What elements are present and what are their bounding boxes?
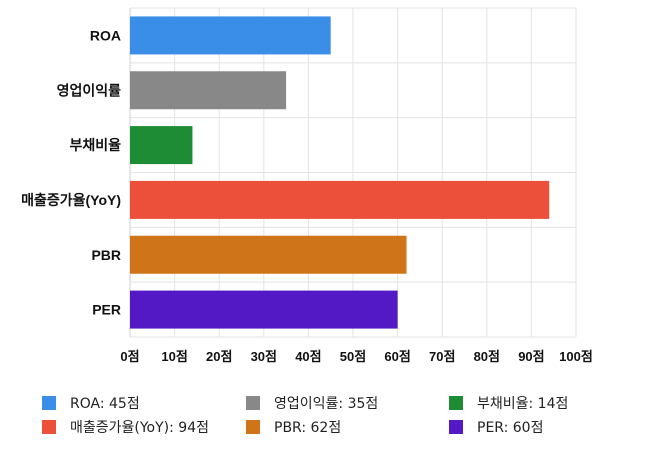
legend: ROA: 45점 영업이익률: 35점 부채비율: 14점 매출증가율(YoY)… — [0, 388, 650, 444]
bar — [130, 235, 407, 274]
legend-item: PER: 60점 — [449, 417, 543, 437]
y-tick-label: 부채비율 — [69, 137, 121, 153]
y-tick-label: PBR — [91, 247, 121, 263]
legend-swatch — [449, 396, 463, 410]
x-tick-label: 90점 — [518, 349, 544, 364]
legend-label: 매출증가율(YoY): 94점 — [70, 420, 209, 436]
legend-label: 부채비율: 14점 — [477, 396, 569, 412]
legend-label: ROA: 45점 — [70, 396, 140, 412]
bar — [130, 71, 287, 110]
bar — [130, 290, 398, 329]
legend-item: PBR: 62점 — [246, 417, 341, 437]
x-axis-tick-labels: 0점 10점 20점 30점 40점 50점 60점 70점 80점 90점 100점 — [120, 349, 592, 364]
x-tick-label: 60점 — [384, 349, 410, 364]
x-tick-label: 100점 — [559, 349, 593, 364]
x-tick-label: 20점 — [206, 349, 232, 364]
bar — [130, 16, 331, 55]
y-tick-label: PER — [92, 302, 121, 318]
y-tick-label: 영업이익률 — [57, 82, 122, 98]
x-tick-label: 10점 — [161, 349, 187, 364]
legend-swatch — [246, 420, 260, 434]
x-tick-label: 50점 — [340, 349, 366, 364]
legend-item: 영업이익률: 35점 — [246, 393, 378, 413]
legend-item: ROA: 45점 — [42, 393, 140, 413]
legend-label: PER: 60점 — [477, 420, 544, 436]
legend-item: 부채비율: 14점 — [449, 393, 568, 413]
legend-swatch — [449, 420, 463, 434]
y-tick-label: 매출증가율(YoY) — [21, 192, 121, 208]
x-tick-label: 30점 — [251, 349, 277, 364]
legend-item: 매출증가율(YoY): 94점 — [42, 417, 209, 437]
y-tick-label: ROA — [90, 27, 121, 43]
bar — [130, 180, 550, 219]
legend-swatch — [42, 420, 56, 434]
x-tick-label: 80점 — [474, 349, 500, 364]
bars — [130, 16, 550, 329]
bar — [130, 126, 193, 165]
legend-swatch — [246, 396, 260, 410]
x-tick-label: 0점 — [120, 349, 139, 364]
legend-label: PBR: 62점 — [274, 420, 342, 436]
x-tick-label: 40점 — [295, 349, 321, 364]
x-tick-label: 70점 — [429, 349, 455, 364]
legend-label: 영업이익률: 35점 — [274, 396, 379, 412]
grid-lines — [129, 7, 577, 338]
legend-swatch — [42, 396, 56, 410]
